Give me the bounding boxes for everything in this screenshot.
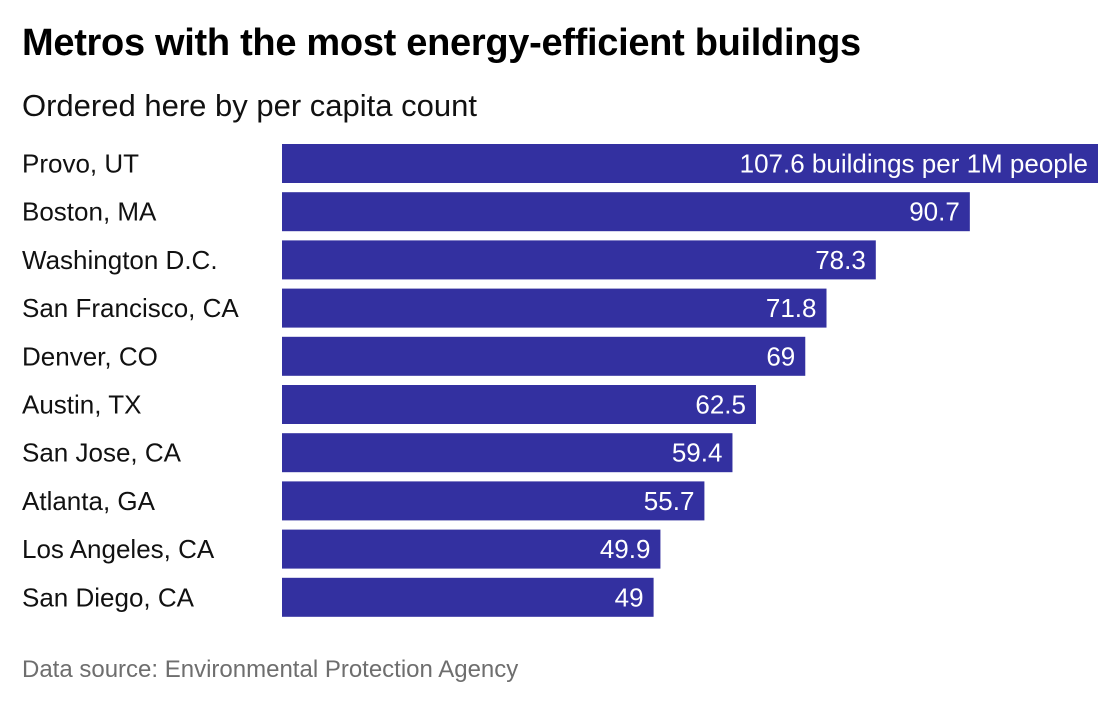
bar-value-label: 55.7 <box>644 486 695 516</box>
bar <box>282 192 970 232</box>
bar-value-label: 90.7 <box>909 197 960 227</box>
bar <box>282 144 1098 183</box>
category-label: San Jose, CA <box>22 438 182 468</box>
category-label: Provo, UT <box>22 149 139 179</box>
bar <box>282 240 876 280</box>
chart-title: Metros with the most energy-efficient bu… <box>22 22 861 64</box>
bar <box>282 433 733 473</box>
chart-subtitle: Ordered here by per capita count <box>22 88 477 123</box>
bar-value-label: 107.6 buildings per 1M people <box>740 149 1088 179</box>
category-label: Austin, TX <box>22 390 141 420</box>
category-label: Denver, CO <box>22 341 158 371</box>
data-source-note: Data source: Environmental Protection Ag… <box>22 656 519 683</box>
bar <box>282 577 654 617</box>
bar-value-label: 69 <box>766 341 795 371</box>
category-label: Boston, MA <box>22 197 157 227</box>
category-label: San Diego, CA <box>22 582 195 612</box>
bar-value-label: 59.4 <box>672 438 723 468</box>
bar-value-label: 71.8 <box>766 293 817 323</box>
bar <box>282 288 827 328</box>
category-label: Atlanta, GA <box>22 486 156 516</box>
bar-chart: Provo, UT 107.6 buildings per 1M people Bo… <box>22 144 1098 617</box>
bar <box>282 385 756 424</box>
bar <box>282 336 806 376</box>
bar-value-label: 49 <box>615 582 644 612</box>
category-label: Los Angeles, CA <box>22 534 215 564</box>
category-label: Washington D.C. <box>22 245 218 275</box>
bar <box>282 529 661 569</box>
category-label: San Francisco, CA <box>22 293 239 323</box>
bar <box>282 481 705 521</box>
bar-value-label: 62.5 <box>695 390 746 420</box>
bar-value-label: 49.9 <box>600 534 651 564</box>
bar-value-label: 78.3 <box>815 245 866 275</box>
